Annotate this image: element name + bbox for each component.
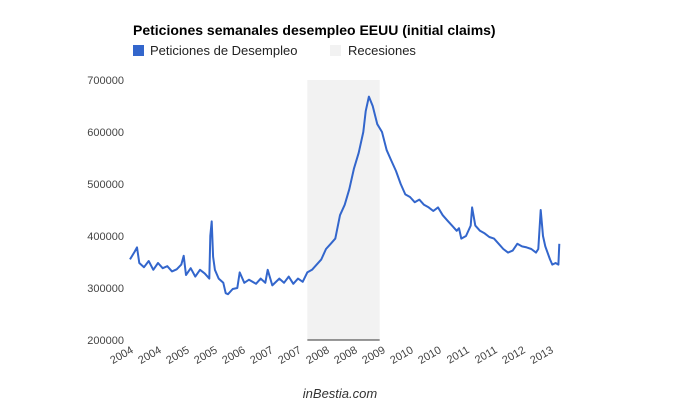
y-tick-label: 400000 <box>87 231 124 243</box>
x-tick-label: 2011 <box>473 344 499 366</box>
series-line-claims <box>129 95 561 296</box>
y-tick-label: 200000 <box>87 335 124 347</box>
x-axis: 2004 2004 2005 2005 2006 2007 2007 2008 2008 2009… <box>108 344 555 367</box>
legend-label-claims: Peticiones de Desempleo <box>150 43 297 58</box>
recession-band <box>307 80 380 340</box>
x-tick-label: 2008 <box>332 344 359 367</box>
x-tick-label: 2011 <box>445 344 471 366</box>
x-tick-label: 2010 <box>416 344 443 367</box>
x-tick-label: 2007 <box>248 344 275 367</box>
x-tick-label: 2004 <box>108 344 135 367</box>
legend-swatch-claims <box>133 45 144 56</box>
y-tick-label: 500000 <box>87 179 124 191</box>
legend-swatch-recessions <box>330 45 341 56</box>
x-tick-label: 2009 <box>360 344 387 367</box>
x-tick-label: 2012 <box>500 344 527 367</box>
y-tick-label: 600000 <box>87 127 124 139</box>
y-tick-label: 300000 <box>87 283 124 295</box>
y-axis: 200000 300000 400000 500000 600000 700000 <box>87 75 124 347</box>
x-tick-label: 2013 <box>528 344 555 367</box>
chart-title: Peticiones semanales desempleo EEUU (ini… <box>133 22 496 38</box>
credit-text: inBestia.com <box>302 386 378 401</box>
x-tick-label: 2004 <box>136 344 163 367</box>
y-tick-label: 700000 <box>87 75 124 87</box>
legend-label-recessions: Recesiones <box>348 43 416 58</box>
x-tick-label: 2006 <box>220 344 247 367</box>
x-tick-label: 2008 <box>304 344 331 367</box>
x-tick-label: 2010 <box>388 344 415 367</box>
x-tick-label: 2007 <box>276 344 303 367</box>
x-tick-label: 2005 <box>164 344 191 367</box>
legend: Peticiones de Desempleo Recesiones <box>133 43 416 58</box>
x-tick-label: 2005 <box>192 344 219 367</box>
